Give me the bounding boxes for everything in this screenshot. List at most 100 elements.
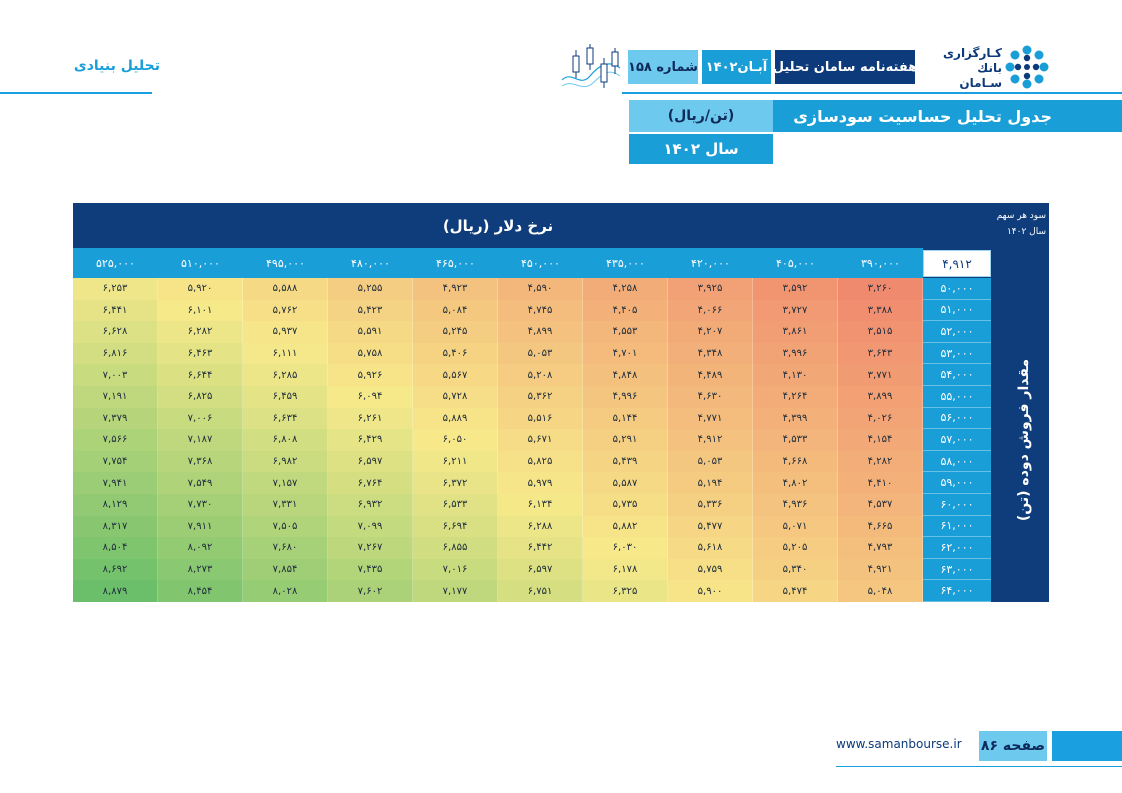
section-label: تحلیل بنیادی xyxy=(73,58,160,74)
table-cell: ۴,۵۳۷ xyxy=(838,494,923,516)
table-cell: ۴,۷۷۱ xyxy=(668,407,753,430)
dollar-rate-header-cell: ۴۰۵,۰۰۰ xyxy=(776,256,815,270)
unit-label: (تن/ریال) xyxy=(629,100,773,132)
table-cell: ۵,۱۹۴ xyxy=(668,472,753,494)
quantity-row-header: ۵۶,۰۰۰ xyxy=(923,407,991,430)
quantity-row-header: ۵۰,۰۰۰ xyxy=(923,278,991,300)
quantity-row-header: ۵۳,۰۰۰ xyxy=(923,342,991,365)
table-cell: ۵,۸۸۲ xyxy=(583,515,668,538)
table-cell: ۴,۸۰۲ xyxy=(753,472,838,494)
table-cell: ۴,۲۸۲ xyxy=(838,450,923,473)
dollar-rate-header-cell: ۴۳۵,۰۰۰ xyxy=(606,256,645,270)
table-cell: ۵,۷۶۲ xyxy=(243,299,328,322)
table-cell: ۷,۰۹۹ xyxy=(328,515,413,538)
table-cell: ۴,۸۹۹ xyxy=(498,321,583,343)
table-cell: ۶,۵۹۷ xyxy=(498,558,583,581)
table-cell: ۶,۸۱۶ xyxy=(73,342,158,365)
header-divider xyxy=(622,92,1122,94)
value-grid: ۳,۲۶۰ ۳,۵۹۲ ۳,۹۲۵ ۴,۲۵۸ ۴,۵۹۰ ۴,۹۲۳ ۵,۲۵۵ ۵,۵۸۸… xyxy=(73,278,923,602)
table-cell: ۴,۶۶۵ xyxy=(838,515,923,538)
table-cell: ۴,۹۲۳ xyxy=(413,278,498,300)
table-cell: ۴,۹۱۲ xyxy=(668,429,753,451)
table-cell: ۷,۴۳۵ xyxy=(328,558,413,581)
table-cell: ۳,۹۲۵ xyxy=(668,278,753,300)
table-cell: ۴,۰۶۶ xyxy=(668,299,753,322)
table-cell: ۸,۳۱۷ xyxy=(73,515,158,538)
footer-accent xyxy=(1052,731,1122,761)
table-cell: ۶,۱۳۴ xyxy=(498,494,583,516)
table-cell: ۵,۰۸۴ xyxy=(413,299,498,322)
table-cell: ۵,۶۱۸ xyxy=(668,537,753,559)
table-cell: ۷,۰۰۳ xyxy=(73,364,158,386)
table-cell: ۵,۴۳۹ xyxy=(583,450,668,473)
table-cell: ۴,۲۶۴ xyxy=(753,386,838,408)
table-cell: ۶,۳۷۲ xyxy=(413,472,498,494)
table-cell: ۵,۳۳۶ xyxy=(668,494,753,516)
table-cell: ۴,۹۲۱ xyxy=(838,558,923,581)
table-cell: ۵,۰۵۳ xyxy=(668,450,753,473)
table-cell: ۴,۵۳۳ xyxy=(753,429,838,451)
issue-number: شماره ۱۵۸ xyxy=(628,50,698,84)
table-cell: ۵,۵۹۱ xyxy=(328,321,413,343)
dollar-rate-header-row: ۳۹۰,۰۰۰ ۴۰۵,۰۰۰ ۴۲۰,۰۰۰ ۴۳۵,۰۰۰ ۴۵۰,۰۰۰ ۴۶۵,۰… xyxy=(73,248,923,278)
table-cell: ۴,۵۹۰ xyxy=(498,278,583,300)
table-cell: ۸,۸۷۹ xyxy=(73,580,158,602)
table-cell: ۵,۶۷۱ xyxy=(498,429,583,451)
dollar-rate-heading: نرخ دلار (ریال) xyxy=(442,216,554,235)
dollar-rate-header-cell: ۴۵۰,۰۰۰ xyxy=(521,256,560,270)
table-cell: ۶,۲۱۱ xyxy=(413,450,498,473)
table-cell: ۶,۱۱۱ xyxy=(243,342,328,365)
table-cell: ۵,۸۸۹ xyxy=(413,407,498,430)
table-cell: ۴,۴۸۹ xyxy=(668,364,753,386)
quantity-row-header: ۶۳,۰۰۰ xyxy=(923,558,991,581)
quantity-row-header: ۶۲,۰۰۰ xyxy=(923,537,991,559)
table-cell: ۵,۲۵۵ xyxy=(328,278,413,300)
table-cell: ۴,۹۹۶ xyxy=(583,386,668,408)
table-cell: ۷,۷۵۴ xyxy=(73,450,158,473)
table-cell: ۷,۸۵۴ xyxy=(243,558,328,581)
table-cell: ۵,۵۶۷ xyxy=(413,364,498,386)
brand-line-2: بانك سـامان xyxy=(959,61,1002,90)
table-cell: ۶,۹۸۲ xyxy=(243,450,328,473)
dollar-rate-header-cell: ۴۹۵,۰۰۰ xyxy=(266,256,305,270)
table-cell: ۷,۳۶۸ xyxy=(158,450,243,473)
table-cell: ۸,۵۰۴ xyxy=(73,537,158,559)
table-cell: ۸,۲۷۳ xyxy=(158,558,243,581)
table-cell: ۳,۳۸۸ xyxy=(838,299,923,322)
dollar-rate-header-cell: ۴۲۰,۰۰۰ xyxy=(691,256,730,270)
candlestick-icon xyxy=(561,44,621,88)
table-cell: ۵,۰۴۸ xyxy=(838,580,923,602)
table-cell: ۵,۴۲۳ xyxy=(328,299,413,322)
quantity-axis: مقدار فروش دوده (تن) xyxy=(1003,278,1045,602)
table-cell: ۶,۴۶۳ xyxy=(158,342,243,365)
quantity-row-header: ۶۴,۰۰۰ xyxy=(923,580,991,602)
table-cell: ۳,۵۹۲ xyxy=(753,278,838,300)
table-cell: ۶,۸۵۵ xyxy=(413,537,498,559)
table-cell: ۴,۳۴۸ xyxy=(668,342,753,365)
quantity-axis-label: مقدار فروش دوده (تن) xyxy=(1016,358,1033,522)
table-cell: ۴,۷۹۳ xyxy=(838,537,923,559)
table-cell: ۵,۹۲۰ xyxy=(158,278,243,300)
page-title: جدول تحلیل حساسیت سودسازی xyxy=(773,100,1122,132)
table-cell: ۶,۶۲۸ xyxy=(73,321,158,343)
table-cell: ۶,۶۹۴ xyxy=(413,515,498,538)
table-cell: ۵,۰۷۱ xyxy=(753,515,838,538)
table-cell: ۵,۵۸۷ xyxy=(583,472,668,494)
table-cell: ۷,۵۴۹ xyxy=(158,472,243,494)
issue-month: آبـان۱۴۰۲ xyxy=(702,50,771,84)
table-cell: ۶,۱۰۱ xyxy=(158,299,243,322)
page-number: صفحه ۸۶ xyxy=(979,731,1047,761)
dollar-rate-header-cell: ۵۲۵,۰۰۰ xyxy=(96,256,135,270)
table-cell: ۵,۹۲۶ xyxy=(328,364,413,386)
table-cell: ۷,۹۱۱ xyxy=(158,515,243,538)
table-cell: ۷,۱۵۷ xyxy=(243,472,328,494)
table-cell: ۸,۰۲۸ xyxy=(243,580,328,602)
table-cell: ۶,۶۴۴ xyxy=(158,364,243,386)
table-cell: ۶,۶۳۴ xyxy=(243,407,328,430)
table-cell: ۶,۴۴۲ xyxy=(498,537,583,559)
dollar-rate-header-cell: ۴۸۰,۰۰۰ xyxy=(351,256,390,270)
table-cell: ۴,۳۹۹ xyxy=(753,407,838,430)
table-cell: ۷,۹۴۱ xyxy=(73,472,158,494)
table-cell: ۳,۷۷۱ xyxy=(838,364,923,386)
table-cell: ۴,۸۴۸ xyxy=(583,364,668,386)
